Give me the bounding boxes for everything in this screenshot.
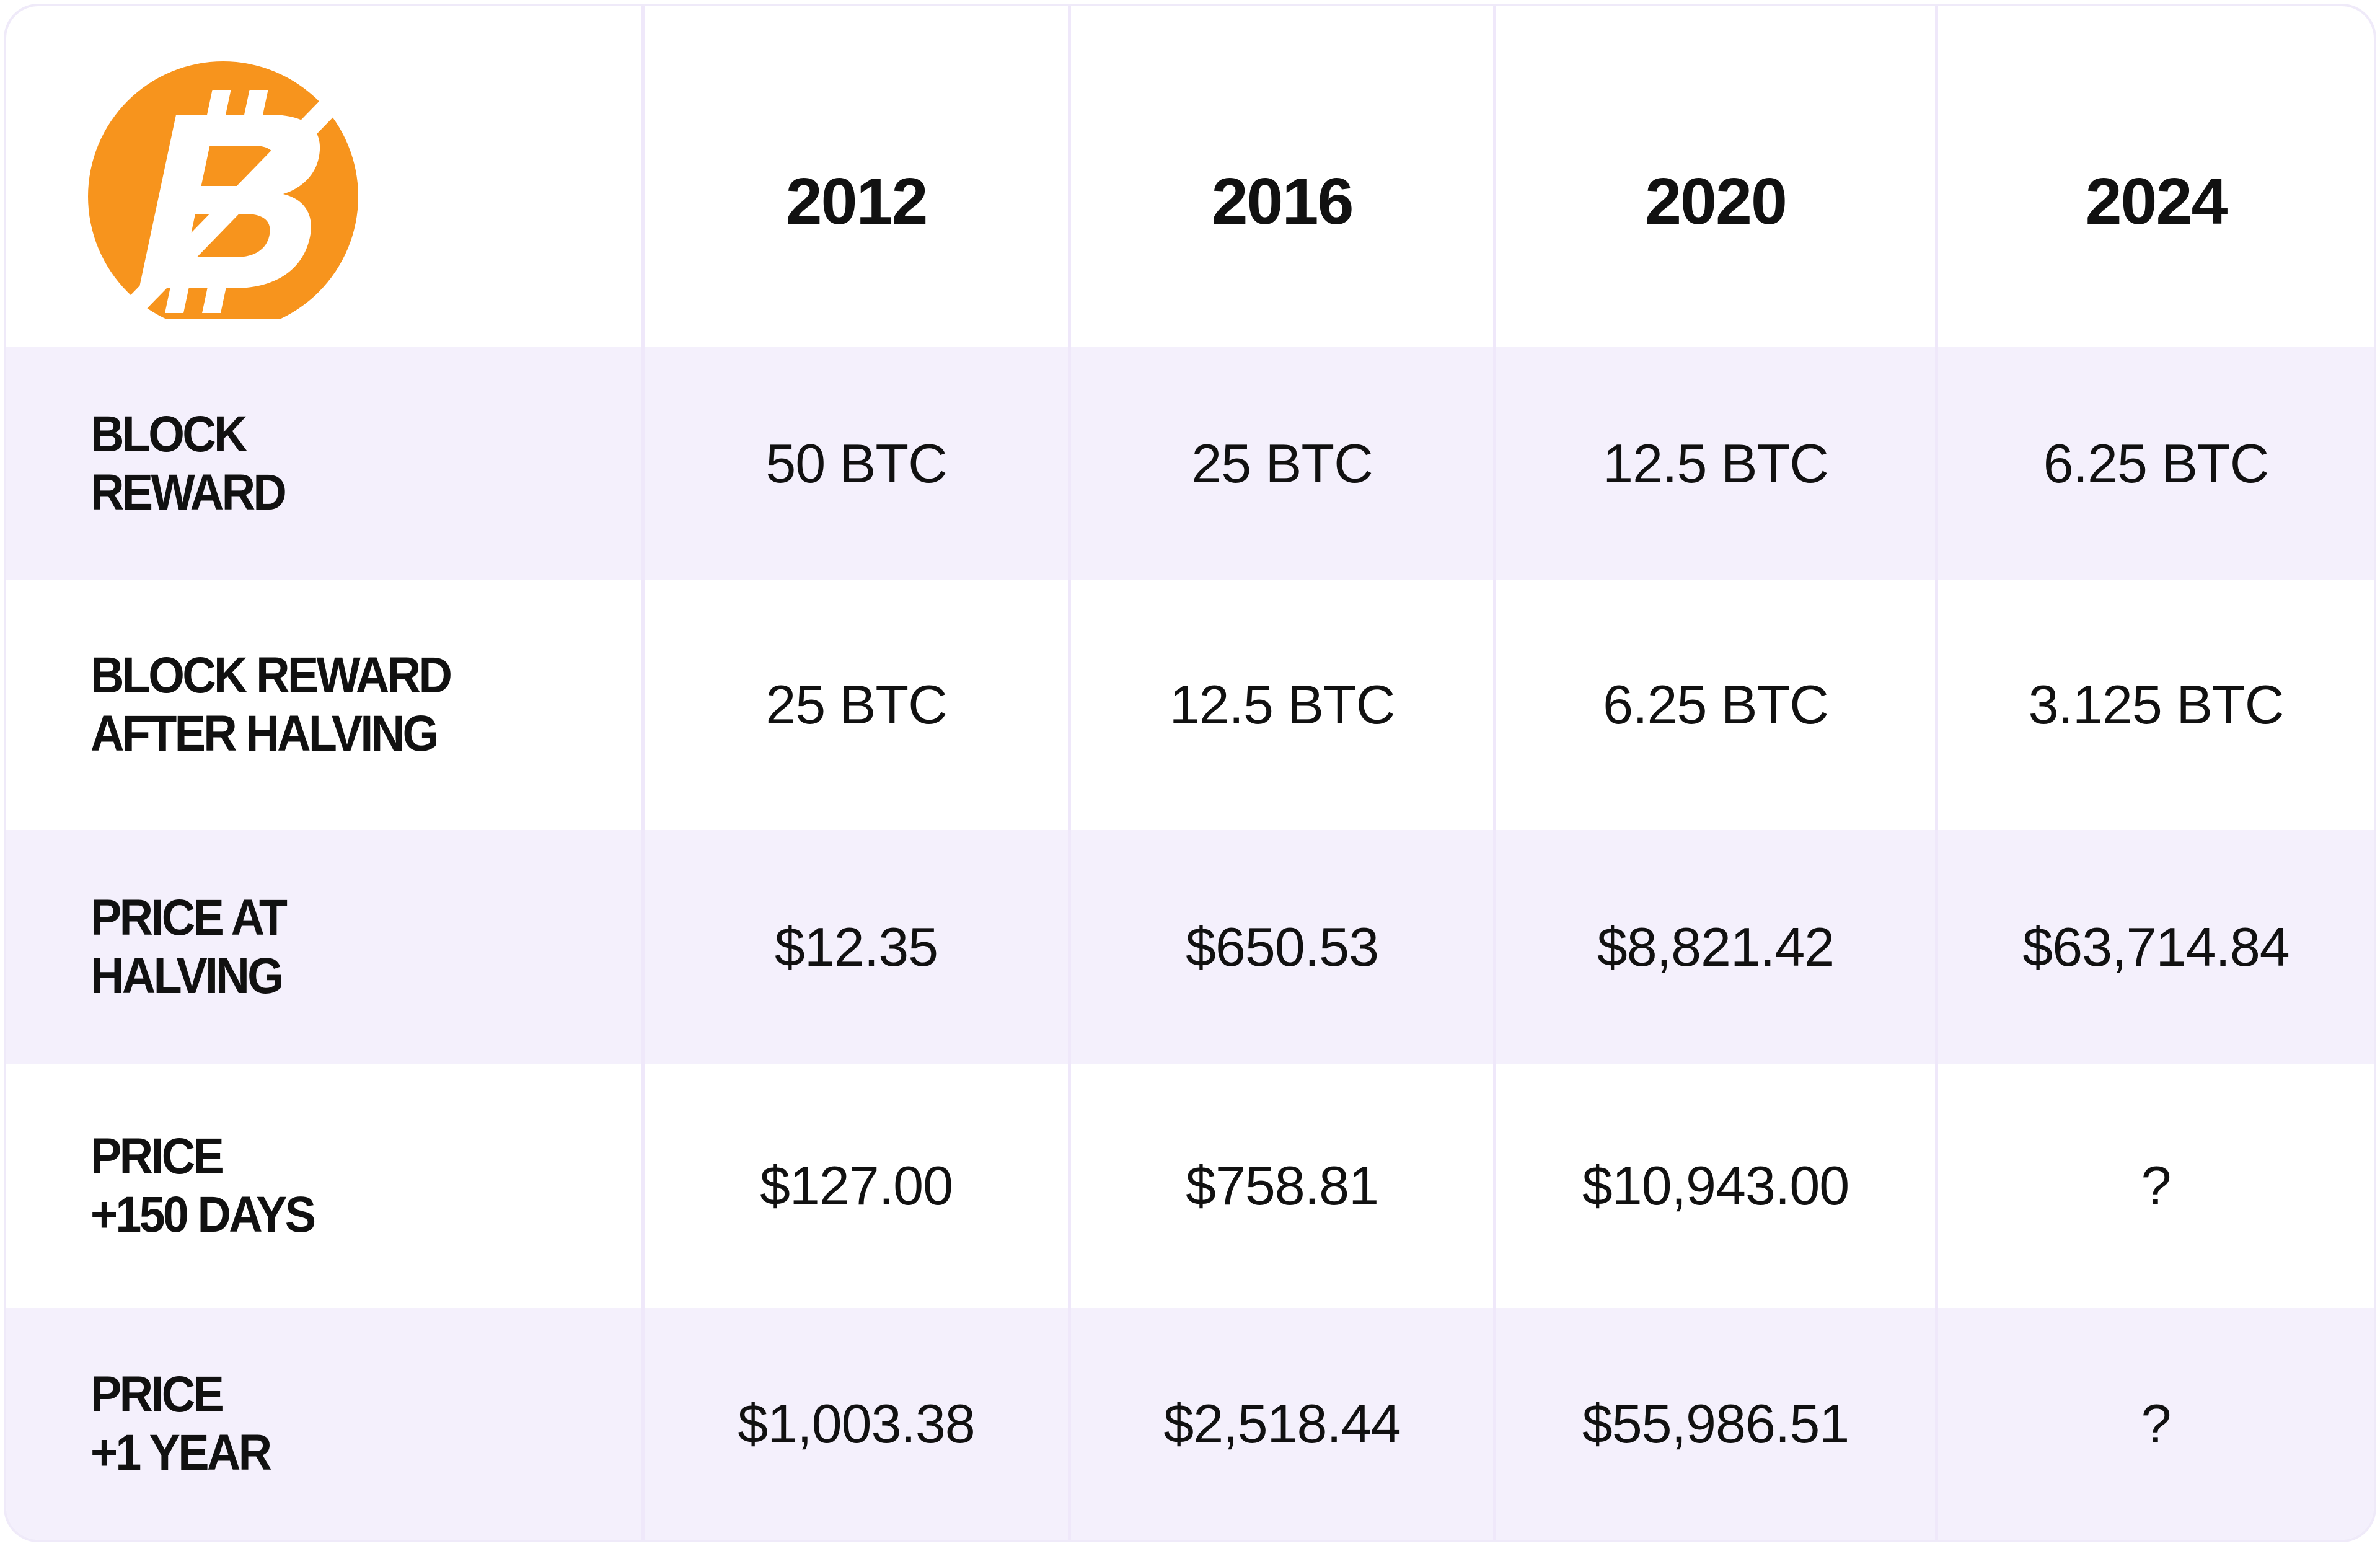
value-cell: 12.5 BTC [1068, 580, 1493, 830]
row-label-cell: PRICE +1 YEAR [6, 1308, 641, 1540]
header-cell: 2024 [1935, 6, 2374, 347]
row-label-line: PRICE [90, 1366, 224, 1423]
value-cell: $8,821.42 [1493, 830, 1935, 1064]
row-label: PRICE +1 YEAR [90, 1366, 272, 1482]
value-text: $8,821.42 [1597, 916, 1835, 978]
row-label-cell: PRICE +150 DAYS [6, 1064, 641, 1308]
logo-cell [6, 6, 641, 347]
row-label-cell: PRICE AT HALVING [6, 830, 641, 1064]
value-cell: $650.53 [1068, 830, 1493, 1064]
value-cell: 50 BTC [641, 347, 1068, 580]
row-label-line: BLOCK REWARD [90, 647, 452, 704]
bitcoin-logo [88, 61, 365, 319]
value-text: 3.125 BTC [2028, 674, 2285, 735]
year-label: 2024 [2085, 164, 2228, 238]
row-label-cell: BLOCK REWARD [6, 347, 641, 580]
row-label-line: HALVING [90, 947, 284, 1004]
value-cell: $12.35 [641, 830, 1068, 1064]
year-label: 2020 [1645, 164, 1787, 238]
value-text: $127.00 [759, 1155, 953, 1216]
value-text: ? [2141, 1393, 2172, 1454]
header-cell: 2012 [641, 6, 1068, 347]
value-cell: $63,714.84 [1935, 830, 2374, 1064]
value-cell: 6.25 BTC [1935, 347, 2374, 580]
row-label-cell: BLOCK REWARD AFTER HALVING [6, 580, 641, 830]
value-cell: ? [1935, 1064, 2374, 1308]
value-text: ? [2141, 1155, 2172, 1216]
value-text: 25 BTC [1191, 432, 1373, 494]
row-label: BLOCK REWARD AFTER HALVING [90, 647, 452, 763]
value-cell: 25 BTC [1068, 347, 1493, 580]
header-cell: 2016 [1068, 6, 1493, 347]
year-label: 2012 [785, 164, 928, 238]
value-cell: 12.5 BTC [1493, 347, 1935, 580]
row-label-line: REWARD [90, 464, 287, 521]
row-label-line: AFTER HALVING [90, 705, 439, 762]
row-label: PRICE +150 DAYS [90, 1128, 316, 1244]
value-text: $10,943.00 [1582, 1155, 1849, 1216]
value-text: 25 BTC [765, 674, 947, 735]
value-text: 12.5 BTC [1169, 674, 1396, 735]
value-text: $12.35 [774, 916, 938, 978]
row-label-line: BLOCK [90, 405, 247, 462]
value-text: $2,518.44 [1163, 1393, 1401, 1454]
value-cell: $10,943.00 [1493, 1064, 1935, 1308]
value-text: $55,986.51 [1582, 1393, 1849, 1454]
value-text: $650.53 [1185, 916, 1379, 978]
row-label-line: PRICE [90, 1128, 224, 1185]
value-cell: $127.00 [641, 1064, 1068, 1308]
value-text: 6.25 BTC [2043, 432, 2270, 494]
value-text: $758.81 [1185, 1155, 1379, 1216]
value-cell: $2,518.44 [1068, 1308, 1493, 1540]
row-label-line: PRICE AT [90, 889, 288, 946]
header-cell: 2020 [1493, 6, 1935, 347]
year-label: 2016 [1211, 164, 1354, 238]
value-text: 12.5 BTC [1603, 432, 1829, 494]
value-text: $1,003.38 [738, 1393, 975, 1454]
value-cell: 3.125 BTC [1935, 580, 2374, 830]
value-cell: $55,986.51 [1493, 1308, 1935, 1540]
value-cell: 25 BTC [641, 580, 1068, 830]
value-text: 50 BTC [765, 432, 947, 494]
row-label: BLOCK REWARD [90, 405, 287, 522]
value-text: $63,714.84 [2022, 916, 2290, 978]
row-label: PRICE AT HALVING [90, 889, 288, 1005]
row-label-line: +1 YEAR [90, 1425, 272, 1481]
value-text: 6.25 BTC [1603, 674, 1829, 735]
halving-table: 2012 2016 2020 2024 BLOCK REWARD 50 BTC 25 BTC 1… [4, 4, 2376, 1542]
value-cell: ? [1935, 1308, 2374, 1540]
row-label-line: +150 DAYS [90, 1186, 316, 1243]
value-cell: 6.25 BTC [1493, 580, 1935, 830]
value-cell: $1,003.38 [641, 1308, 1068, 1540]
value-cell: $758.81 [1068, 1064, 1493, 1308]
